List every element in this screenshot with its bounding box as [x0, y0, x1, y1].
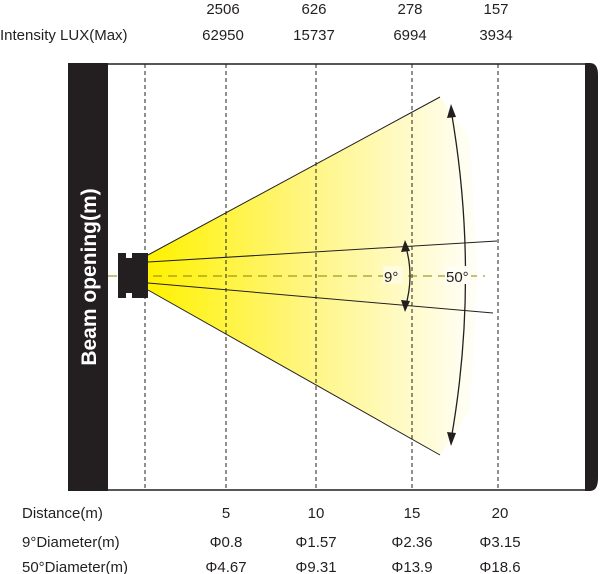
wide-arc-arrow-up-icon	[447, 104, 456, 118]
intensity-value: 278	[397, 1, 422, 18]
distance-value: 5	[222, 505, 230, 522]
distance-label: Distance(m)	[22, 505, 103, 522]
narrow-angle-label: 9°	[384, 269, 398, 286]
d9-value: Φ3.15	[479, 534, 520, 551]
distance-value: 20	[492, 505, 509, 522]
distance-value: 15	[404, 505, 421, 522]
wide-beam-bottom	[147, 289, 441, 456]
narrow-arc-arrow-up-icon	[401, 240, 410, 252]
intensity-table: 2506 626 278 157 Intensity LUX(Max) 6295…	[0, 1, 513, 44]
wide-beam	[148, 97, 478, 455]
d50-value: Φ18.6	[479, 559, 520, 574]
intensity-max-value: 6994	[393, 27, 426, 44]
wide-arc-arrow-down-icon	[447, 432, 456, 446]
narrow-beam-top	[147, 240, 498, 263]
distance-gridlines	[144, 64, 499, 490]
narrow-label-bg	[383, 266, 403, 284]
intensity-label: Intensity LUX(Max)	[0, 27, 128, 44]
wide-beam-top	[147, 96, 441, 256]
side-bar	[68, 63, 108, 491]
d50-label: 50°Diameter(m)	[22, 559, 128, 574]
diameter-table: Distance(m) 5 10 15 20 9°Diameter(m) Φ0.…	[22, 505, 521, 574]
lamp-icon	[118, 253, 148, 298]
d9-value: Φ1.57	[295, 534, 336, 551]
wide-label-bg	[445, 266, 471, 284]
intensity-value: 626	[301, 1, 326, 18]
intensity-value: 157	[483, 1, 508, 18]
d50-value: Φ4.67	[205, 559, 246, 574]
narrow-arc-arrow-down-icon	[401, 300, 410, 312]
intensity-max-value: 3934	[479, 27, 512, 44]
right-bar	[585, 63, 598, 491]
d50-value: Φ9.31	[295, 559, 336, 574]
d50-value: Φ13.9	[391, 559, 432, 574]
intensity-value: 2506	[206, 1, 239, 18]
d9-label: 9°Diameter(m)	[22, 534, 120, 551]
wide-angle-label: 50°	[446, 269, 469, 286]
side-label: Beam opening(m)	[78, 188, 101, 365]
d9-value: Φ0.8	[210, 534, 243, 551]
narrow-beam-bottom	[147, 282, 494, 314]
d9-value: Φ2.36	[391, 534, 432, 551]
intensity-max-value: 15737	[293, 27, 335, 44]
distance-value: 10	[308, 505, 325, 522]
intensity-max-value: 62950	[202, 27, 244, 44]
